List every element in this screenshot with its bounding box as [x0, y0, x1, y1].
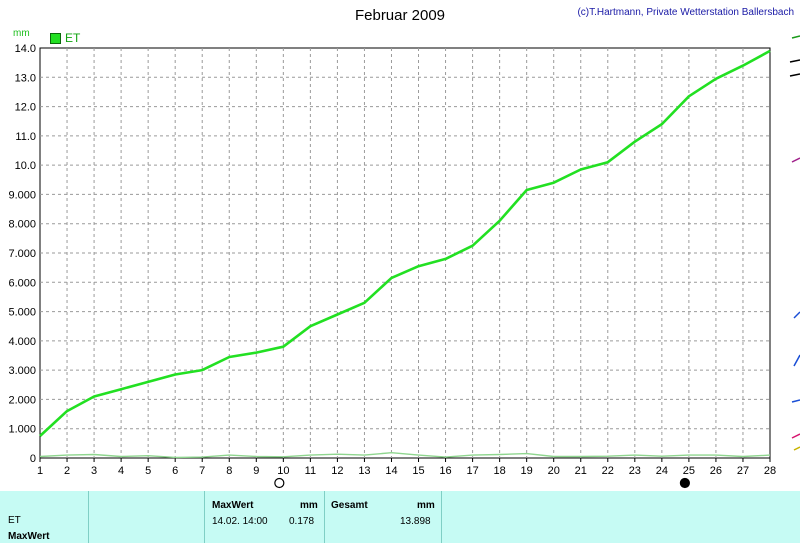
x-tick-label: 22	[602, 465, 614, 477]
panel-cell-blank	[89, 491, 205, 543]
x-tick-label: 11	[305, 465, 316, 477]
x-tick-label: 10	[277, 465, 289, 477]
x-tick-label: 9	[253, 465, 259, 477]
x-tick-label: 5	[145, 465, 151, 477]
x-tick-label: 2	[64, 465, 70, 477]
side-graph-fragment	[791, 157, 800, 163]
maxwert-header: MaxWert	[212, 500, 254, 511]
x-tick-label: 17	[466, 465, 478, 477]
maxwert-time: 14.02. 14:00	[212, 516, 268, 527]
x-tick-label: 16	[439, 465, 451, 477]
x-tick-label: 24	[656, 465, 668, 477]
panel-row-et: ET	[8, 515, 21, 526]
maxwert-value: 0.178	[289, 516, 315, 527]
side-graph-fragment	[793, 354, 800, 367]
panel-cell-gesamt	[325, 491, 442, 543]
x-tick-label: 25	[683, 465, 695, 477]
panel-cell-names	[0, 491, 89, 543]
side-graph-fragment	[791, 35, 800, 39]
side-graph-fragment	[789, 73, 800, 77]
gesamt-value: 13.898	[400, 516, 431, 527]
y-tick-label: 7.000	[8, 248, 36, 260]
x-tick-label: 3	[91, 465, 97, 477]
copyright-text: (c)T.Hartmann, Private Wetterstation Bal…	[577, 7, 794, 18]
y-tick-label: 9.000	[8, 189, 36, 201]
maxwert-unit: mm	[300, 500, 318, 511]
y-tick-label: 4.000	[8, 336, 36, 348]
panel-cell-maxwert	[205, 491, 325, 543]
gesamt-unit: mm	[417, 500, 435, 511]
x-tick-label: 14	[385, 465, 397, 477]
y-tick-label: 12.0	[15, 102, 36, 114]
y-tick-label: 8.000	[8, 219, 36, 231]
y-tick-label: 1.000	[8, 424, 36, 436]
side-graph-fragment	[793, 311, 800, 319]
x-tick-label: 19	[521, 465, 533, 477]
legend[interactable]: ET	[50, 31, 80, 45]
y-tick-label: 3.000	[8, 365, 36, 377]
x-tick-label: 8	[226, 465, 232, 477]
x-tick-label: 20	[548, 465, 560, 477]
x-tick-label: 15	[412, 465, 424, 477]
series-line-et	[39, 49, 771, 437]
x-tick-label: 18	[494, 465, 506, 477]
chart-plot: 0 1.000 2.000 3.000 4.000 5.000 6.000 7.000 8.00…	[8, 35, 800, 489]
y-tick-label: 2.000	[8, 394, 36, 406]
y-tick-label: 5.000	[8, 307, 36, 319]
x-tick-label: 27	[737, 465, 749, 477]
legend-label: ET	[65, 31, 81, 45]
gesamt-header: Gesamt	[331, 500, 368, 511]
x-tick-label: 26	[710, 465, 722, 477]
chart-title: Februar 2009	[354, 7, 446, 24]
x-tick-label: 28	[764, 465, 776, 477]
x-tick-label: 1	[37, 465, 43, 477]
x-tick-label: 21	[575, 465, 587, 477]
legend-swatch-icon	[50, 32, 61, 44]
x-tick-label: 7	[199, 465, 205, 477]
y-tick-label: 13.0	[15, 72, 36, 84]
y-tick-label: 0	[30, 453, 36, 465]
side-graph-fragment	[791, 433, 800, 439]
x-tick-label: 6	[172, 465, 178, 477]
full-moon-icon	[274, 477, 285, 489]
series-line-secondary	[39, 452, 771, 459]
y-tick-label: 6.000	[8, 277, 36, 289]
y-tick-label: 14.0	[15, 43, 36, 55]
side-graph-fragment	[793, 446, 800, 451]
x-tick-label: 4	[118, 465, 124, 477]
x-tick-label: 12	[331, 465, 343, 477]
side-graph-fragment	[791, 399, 800, 403]
x-tick-label: 23	[629, 465, 641, 477]
y-tick-label: 11.0	[15, 131, 36, 143]
x-tick-label: 13	[358, 465, 370, 477]
side-graph-fragment	[789, 59, 800, 63]
new-moon-icon	[679, 477, 690, 489]
y-tick-label: 10.0	[15, 160, 36, 172]
summary-panel: ET MaxWert MaxWert mm 14.02. 14:00 0.178…	[0, 491, 800, 543]
panel-row-maxwert: MaxWert	[8, 531, 50, 542]
y-axis-unit: mm	[13, 28, 30, 39]
